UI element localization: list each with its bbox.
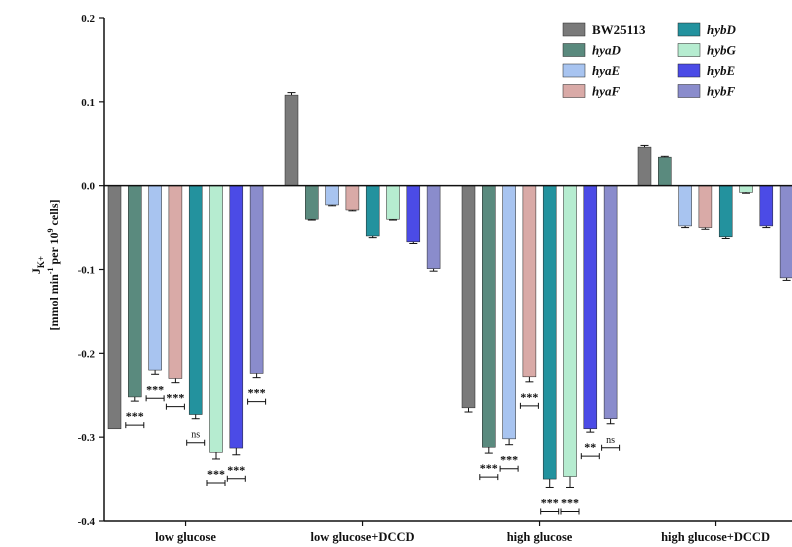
significance-label: ns	[606, 435, 615, 446]
bar-hyaD-2	[482, 185, 496, 448]
significance-label: ***	[207, 467, 225, 481]
y-tick-label: -0.2	[78, 348, 96, 360]
legend-label-hybG: hybG	[707, 43, 737, 58]
bar-hyaD-1	[305, 185, 319, 220]
axes-layer: 0.2 0.1 0.0 -0.1 -0.2 -0.3 -0.4 low glucose low …	[78, 13, 792, 544]
y-axis-units-exp: -1	[46, 268, 55, 275]
legend-label-BW25113: BW25113	[592, 22, 646, 37]
y-tick-label: -0.1	[78, 265, 95, 277]
y-axis-label: JK+	[29, 256, 46, 274]
bar-hybE-1	[406, 185, 421, 243]
bar-hybD-3	[718, 185, 733, 238]
bar-BW25113-0	[107, 185, 122, 430]
bar-hybG-0	[209, 185, 223, 453]
bar-hybE-2	[583, 185, 598, 430]
bar-hyaE-2	[502, 185, 516, 440]
significance-label: ***	[146, 382, 164, 396]
y-axis-units-label: [mmol min-1 per 109 cells]	[46, 199, 61, 330]
legend-label-hybF: hybF	[707, 84, 736, 99]
legend-swatch-hyaE	[562, 63, 586, 78]
y-tick-label: 0.1	[81, 97, 95, 109]
x-category-label: high glucose	[507, 530, 573, 544]
legend-swatch-hybE	[677, 63, 701, 78]
bar-hybD-2	[542, 185, 557, 480]
bar-hybD-0	[188, 185, 203, 415]
y-tick-label: 0.0	[81, 181, 95, 193]
significance-layer: *********ns*** ****************** ***** ns	[125, 382, 621, 515]
legend-swatch-hybG	[677, 43, 701, 57]
bar-hyaE-3	[678, 185, 692, 227]
y-axis-units-end: cells]	[47, 199, 61, 228]
bar-hybG-2	[563, 185, 577, 477]
legend-swatch-BW25113	[562, 22, 586, 37]
bar-hybF-0	[249, 185, 264, 374]
significance-label: **	[584, 440, 596, 454]
significance-label: ***	[227, 463, 245, 477]
bar-hybG-1	[386, 185, 400, 220]
bar-hybF-2	[603, 185, 618, 419]
significance-label: ***	[541, 495, 559, 509]
legend: BW25113 hyaD hyaE hyaF hybD hybG hybE hybF	[562, 22, 737, 99]
legend-label-hyaD: hyaD	[592, 43, 622, 58]
error-bars-layer	[130, 92, 791, 488]
bar-hybG-3	[739, 185, 753, 193]
bar-hybE-0	[229, 185, 244, 449]
bar-hybF-1	[426, 185, 441, 269]
bar-hyaD-0	[128, 185, 142, 398]
bar-hyaD-3	[658, 156, 672, 186]
bar-BW25113-1	[284, 94, 299, 186]
bar-hybD-1	[365, 185, 380, 237]
y-axis-units-prefix: [mmol min	[47, 274, 61, 331]
x-category-label: high glucose+DCCD	[661, 530, 770, 544]
bar-hyaF-1	[345, 185, 360, 211]
legend-swatch-hyaF	[562, 84, 586, 98]
y-axis-units-mid: per 10	[47, 232, 61, 267]
significance-label: ***	[561, 495, 579, 509]
bar-hyaE-1	[325, 185, 339, 206]
bar-hyaF-0	[168, 185, 183, 379]
legend-swatch-hybF	[677, 84, 701, 98]
significance-label: ***	[500, 453, 518, 467]
bar-BW25113-2	[461, 185, 476, 409]
x-category-label: low glucose+DCCD	[311, 530, 415, 544]
legend-label-hyaE: hyaE	[592, 63, 621, 78]
legend-label-hybD: hybD	[707, 22, 737, 37]
significance-label: ***	[126, 409, 144, 423]
bar-hybE-3	[759, 185, 774, 227]
y-tick-label: -0.4	[78, 516, 96, 528]
bar-hyaE-0	[148, 185, 162, 371]
bars-layer	[107, 94, 792, 480]
y-axis-units-exp2: 9	[46, 228, 55, 232]
bar-hyaF-3	[698, 185, 713, 228]
significance-label: ns	[191, 430, 200, 441]
y-axis-label-main: J	[29, 268, 43, 274]
legend-swatch-hyaD	[562, 43, 586, 57]
significance-label: ***	[248, 386, 266, 400]
significance-label: ***	[520, 390, 538, 404]
significance-label: ***	[480, 461, 498, 475]
legend-label-hybE: hybE	[707, 63, 736, 78]
legend-label-hyaF: hyaF	[592, 84, 621, 99]
y-tick-label: -0.3	[78, 432, 96, 444]
y-axis-label-sub: K+	[36, 256, 46, 268]
bar-hyaF-2	[522, 185, 537, 378]
significance-label: ***	[166, 391, 184, 405]
bar-hybF-3	[779, 185, 792, 279]
legend-swatch-hybD	[677, 22, 701, 37]
bar-BW25113-3	[637, 146, 652, 186]
x-category-label: low glucose	[155, 530, 216, 544]
y-tick-label: 0.2	[81, 13, 95, 25]
